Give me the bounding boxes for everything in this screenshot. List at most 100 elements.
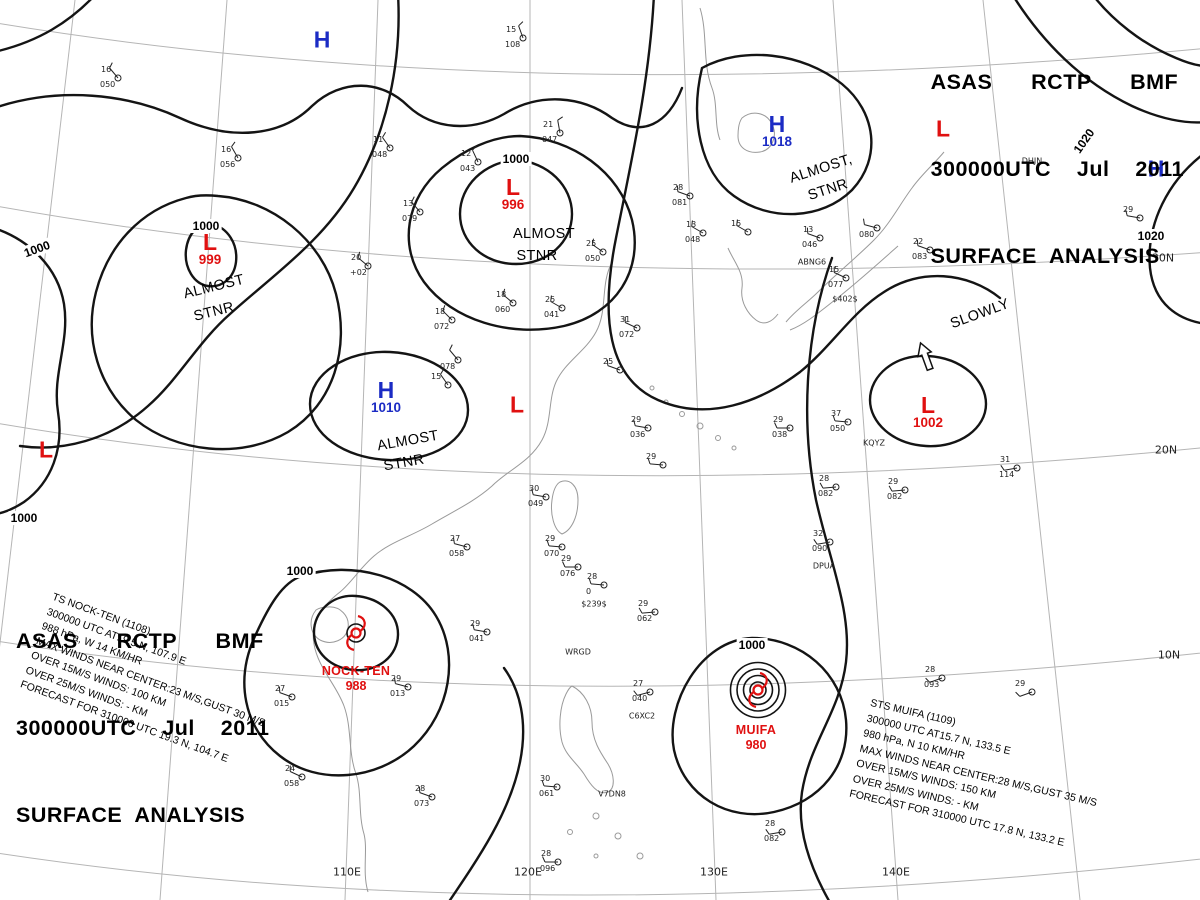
coastline-path <box>789 245 899 331</box>
station-plot: 32 090 <box>812 524 848 560</box>
station-value-2: 062 <box>637 614 653 623</box>
grid-meridian <box>159 0 228 900</box>
movement-annotation: ALMOST <box>181 271 247 303</box>
station-plot: 31 114 <box>999 450 1035 486</box>
wind-barb-icon <box>502 288 517 307</box>
island <box>715 435 721 441</box>
station-value-2: 013 <box>390 689 406 698</box>
isobar-path <box>243 568 451 777</box>
station-plot: 28 081 <box>672 178 708 214</box>
station-value-2: 050 <box>100 80 116 89</box>
storm-eye-rings <box>346 623 787 719</box>
wind-barb-icon <box>546 540 566 551</box>
wind-barb-icon <box>736 219 752 236</box>
wind-barb-icon <box>888 485 909 494</box>
coastline-path <box>559 685 614 794</box>
longitude-label: 130E <box>700 865 728 879</box>
station-value-2: 040 <box>632 694 648 703</box>
title-line-3: SURFACE ANALYSIS <box>16 803 246 827</box>
ship-callsign-label: $239$ <box>581 599 607 609</box>
station-value-1: 29 <box>545 534 556 543</box>
station-value-2: 041 <box>469 634 485 643</box>
station-value-2: 058 <box>284 779 300 788</box>
movement-annotation: ALMOST <box>376 427 440 455</box>
high-pressure-symbol: H <box>1148 157 1165 180</box>
isobar-path <box>1095 0 1200 67</box>
wind-barb-icon <box>1000 464 1021 472</box>
station-plot: 37 050 <box>830 404 866 440</box>
grid-parallel <box>0 852 1200 896</box>
station-value-1: 29 <box>1015 679 1026 688</box>
pressure-value: 999 <box>198 252 222 267</box>
isobar-path <box>312 594 400 672</box>
station-plot: 29 070 <box>544 529 580 565</box>
coastline-path <box>785 151 945 323</box>
pressure-letter: H <box>377 377 395 403</box>
station-plot: 20 +02 <box>350 248 386 284</box>
ship-callsign-label: KQYZ <box>863 438 885 448</box>
station-value-2: 047 <box>542 135 558 144</box>
station-value-1: 11 <box>373 135 384 144</box>
latitude-label: 10N <box>1157 648 1181 662</box>
coastline-path <box>551 480 579 535</box>
station-value-2: 114 <box>999 470 1015 479</box>
station-value-1: 29 <box>773 415 784 424</box>
wind-barb-icon <box>394 677 412 691</box>
station-plot: 30 061 <box>539 769 575 805</box>
station-value-2: 050 <box>830 424 846 433</box>
longitude-label: 110E <box>333 865 361 879</box>
station-plot: 078 <box>440 342 476 378</box>
wind-barb-icon <box>925 674 946 683</box>
wind-barb-icon <box>591 238 607 256</box>
grid-parallel <box>0 423 1200 477</box>
station-value-1: 31 <box>1000 455 1011 464</box>
wind-barb-icon <box>556 116 564 137</box>
wind-barb-icon <box>1125 209 1144 222</box>
grid-meridian <box>0 0 76 648</box>
wind-barb-icon <box>453 537 471 551</box>
station-value-2: 082 <box>764 834 780 843</box>
station-value-1: 18 <box>435 307 446 316</box>
station-value-2: 072 <box>434 322 450 331</box>
station-value-2: 041 <box>544 310 560 319</box>
title-line-3: SURFACE ANALYSIS <box>930 244 1160 268</box>
isobar-path <box>868 354 988 448</box>
station-plot: 15 <box>730 214 766 250</box>
longitude-label: 120E <box>514 865 542 879</box>
station-plot: 27 015 <box>274 679 310 715</box>
station-value-1: 22 <box>913 237 924 246</box>
station-value-1: 21 <box>543 120 554 129</box>
station-value-1: 16 <box>101 65 112 74</box>
grid-parallel <box>0 641 1200 687</box>
wind-barb-icon <box>442 305 456 324</box>
isobar-path <box>1148 155 1200 325</box>
grid-parallel <box>0 206 1200 270</box>
station-value-2: 081 <box>672 198 688 207</box>
station-plot: 16 056 <box>220 140 256 176</box>
title-line-2: 300000UTC Jul 2011 <box>16 716 270 740</box>
station-value-2: 076 <box>560 569 576 578</box>
station-value-2: 046 <box>802 240 818 249</box>
station-value-1: 27 <box>275 684 286 693</box>
isobar-path <box>0 229 67 515</box>
isobar-path <box>0 84 684 134</box>
isobar-path <box>448 666 525 900</box>
station-value-2: 050 <box>585 254 601 263</box>
station-plot: 25 <box>602 352 638 388</box>
wind-barb-icon <box>542 856 562 866</box>
station-value-1: 24 <box>285 764 296 773</box>
station-value-1: 15 <box>731 219 742 228</box>
storm-name-label: MUIFA 980 <box>736 723 776 753</box>
station-value-2: 070 <box>544 549 560 558</box>
island <box>614 832 622 840</box>
station-value-2: 082 <box>818 489 834 498</box>
wind-barb-icon <box>109 62 122 82</box>
wind-barb-icon <box>832 415 852 426</box>
station-value-1: 28 <box>765 819 776 828</box>
station-value-1: 12 <box>461 149 472 158</box>
station-plot: 15 108 <box>505 20 541 56</box>
station-plot: 29 <box>1122 200 1158 236</box>
movement-annotation: STNR <box>805 176 851 204</box>
